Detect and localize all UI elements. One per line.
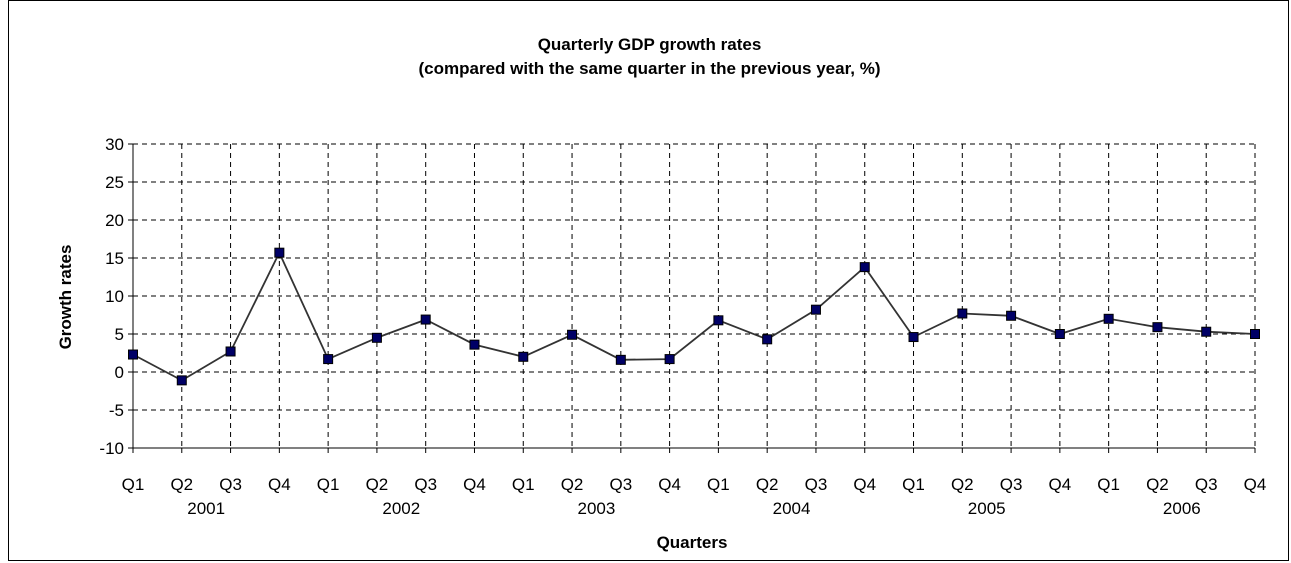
- year-label: 2005: [968, 499, 1006, 518]
- y-tick-label: 5: [115, 325, 124, 344]
- data-point: [176, 375, 187, 386]
- x-tick-label: Q1: [1097, 475, 1120, 494]
- x-tick-label: Q4: [268, 475, 291, 494]
- axes: [128, 143, 1256, 453]
- y-tick-label: -10: [99, 439, 124, 458]
- y-tick-label: 20: [105, 211, 124, 230]
- data-point: [957, 308, 968, 319]
- y-tick-label: 25: [105, 173, 124, 192]
- data-point: [810, 304, 821, 315]
- data-point: [1250, 329, 1260, 339]
- year-label: 2004: [773, 499, 811, 518]
- data-point: [128, 349, 138, 360]
- chart-subtitle: (compared with the same quarter in the p…: [418, 59, 881, 78]
- x-tick-label: Q1: [707, 475, 730, 494]
- y-tick-label: 10: [105, 287, 124, 306]
- series-line: [132, 250, 1256, 382]
- year-label: 2001: [187, 499, 225, 518]
- x-tick-label: Q4: [853, 475, 876, 494]
- data-point: [1201, 326, 1212, 337]
- data-point: [420, 314, 431, 325]
- year-label: 2006: [1163, 499, 1201, 518]
- x-tick-label: Q1: [122, 475, 145, 494]
- x-tick-label: Q2: [951, 475, 974, 494]
- x-tick-label: Q2: [366, 475, 389, 494]
- x-tick-labels: Q1 Q2 Q3 Q4 Q1 Q2 Q3 Q4 Q1 Q2 Q3 Q4 Q1 Q2 Q3 Q4 Q1 Q2 Q3 Q4…: [122, 475, 1267, 494]
- x-tick-label: Q4: [463, 475, 486, 494]
- x-tick-label: Q1: [902, 475, 925, 494]
- grid-lines: [133, 143, 1256, 448]
- x-tick-label: Q1: [512, 475, 535, 494]
- data-point: [225, 346, 236, 357]
- x-tick-label: Q3: [219, 475, 242, 494]
- data-point: [908, 332, 919, 343]
- x-tick-label: Q2: [170, 475, 193, 494]
- x-tick-label: Q3: [1000, 475, 1023, 494]
- data-point: [567, 329, 578, 340]
- data-point: [713, 315, 724, 326]
- data-point: [323, 354, 334, 365]
- data-point: [1006, 310, 1017, 321]
- x-tick-label: Q2: [1146, 475, 1169, 494]
- chart-title: Quarterly GDP growth rates: [537, 35, 762, 54]
- data-point: [469, 339, 480, 350]
- y-tick-label: 0: [115, 363, 124, 382]
- data-point: [615, 354, 626, 365]
- data-point: [762, 334, 773, 345]
- y-tick-label: -5: [109, 401, 124, 420]
- data-point: [664, 354, 675, 365]
- y-axis-label: Growth rates: [56, 245, 75, 350]
- x-tick-label: Q3: [414, 475, 437, 494]
- x-tick-label: Q2: [756, 475, 779, 494]
- series-markers: [128, 247, 1260, 386]
- chart-frame: Quarterly GDP growth rates (compared wit…: [8, 0, 1289, 561]
- year-labels: 2001 2002 2003 2004 2005 2006: [187, 499, 1200, 518]
- y-tick-labels: 30 25 20 15 10 5 0 -5 -10: [99, 135, 124, 458]
- y-tick-label: 15: [105, 249, 124, 268]
- x-tick-label: Q3: [609, 475, 632, 494]
- data-point: [371, 332, 382, 343]
- data-point: [1152, 322, 1163, 333]
- x-axis-label: Quarters: [657, 533, 728, 552]
- year-label: 2002: [382, 499, 420, 518]
- x-tick-label: Q4: [1049, 475, 1072, 494]
- x-tick-label: Q2: [561, 475, 584, 494]
- data-point: [274, 247, 285, 258]
- data-point: [518, 351, 529, 362]
- data-point: [1054, 329, 1065, 339]
- year-label: 2003: [578, 499, 616, 518]
- x-tick-label: Q4: [658, 475, 681, 494]
- x-tick-label: Q4: [1244, 475, 1267, 494]
- data-point: [859, 262, 870, 273]
- data-point: [1103, 313, 1114, 324]
- x-tick-label: Q3: [805, 475, 828, 494]
- x-tick-label: Q3: [1195, 475, 1218, 494]
- x-tick-label: Q1: [317, 475, 340, 494]
- y-tick-label: 30: [105, 135, 124, 154]
